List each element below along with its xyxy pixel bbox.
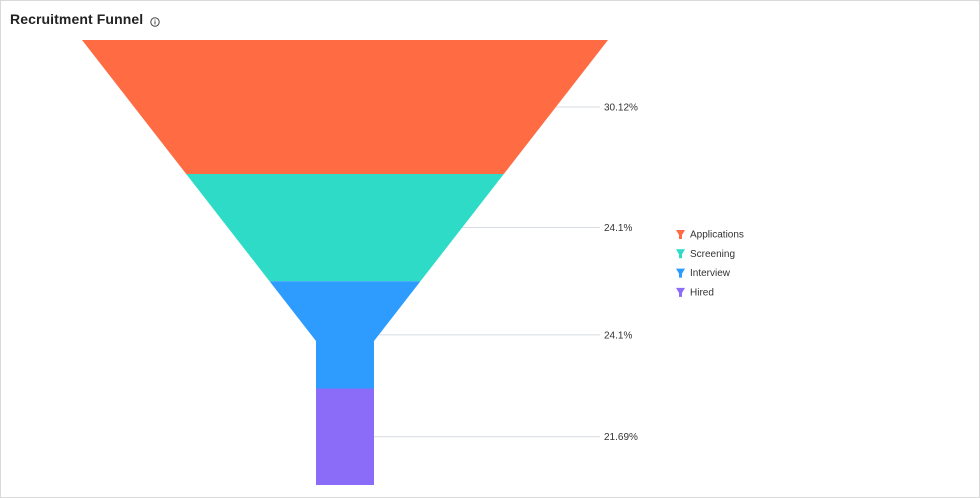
legend-label: Screening: [690, 249, 735, 260]
percent-labels: 30.12% 24.1% 24.1% 21.69%: [604, 103, 638, 444]
chart-title: Recruitment Funnel: [10, 11, 144, 27]
legend-label: Applications: [690, 230, 744, 241]
funnel-segment-screening[interactable]: [186, 174, 504, 282]
funnel-segment-hired[interactable]: [316, 388, 374, 485]
legend-label: Hired: [690, 287, 714, 298]
chart-legend: Applications Screening Interview Hired: [676, 230, 744, 298]
funnel-segment-interview[interactable]: [269, 281, 421, 389]
chart-header: Recruitment Funnel: [10, 11, 160, 27]
legend-label: Interview: [690, 268, 731, 279]
percent-label-interview: 24.1%: [604, 330, 632, 341]
legend-item-applications[interactable]: Applications: [676, 230, 744, 241]
funnel-segments: [82, 40, 608, 485]
funnel-icon: [676, 287, 685, 297]
info-icon[interactable]: [150, 14, 160, 27]
legend-item-interview[interactable]: Interview: [676, 268, 731, 279]
legend-item-hired[interactable]: Hired: [676, 287, 714, 298]
funnel-icon: [676, 268, 685, 278]
label-connectors: [374, 106, 600, 438]
percent-label-screening: 24.1%: [604, 223, 632, 234]
legend-item-screening[interactable]: Screening: [676, 249, 735, 260]
funnel-segment-applications[interactable]: [82, 40, 608, 175]
funnel-icon: [676, 230, 685, 239]
percent-label-hired: 21.69%: [604, 432, 638, 443]
percent-label-applications: 30.12%: [604, 103, 638, 114]
funnel-icon: [676, 249, 685, 259]
